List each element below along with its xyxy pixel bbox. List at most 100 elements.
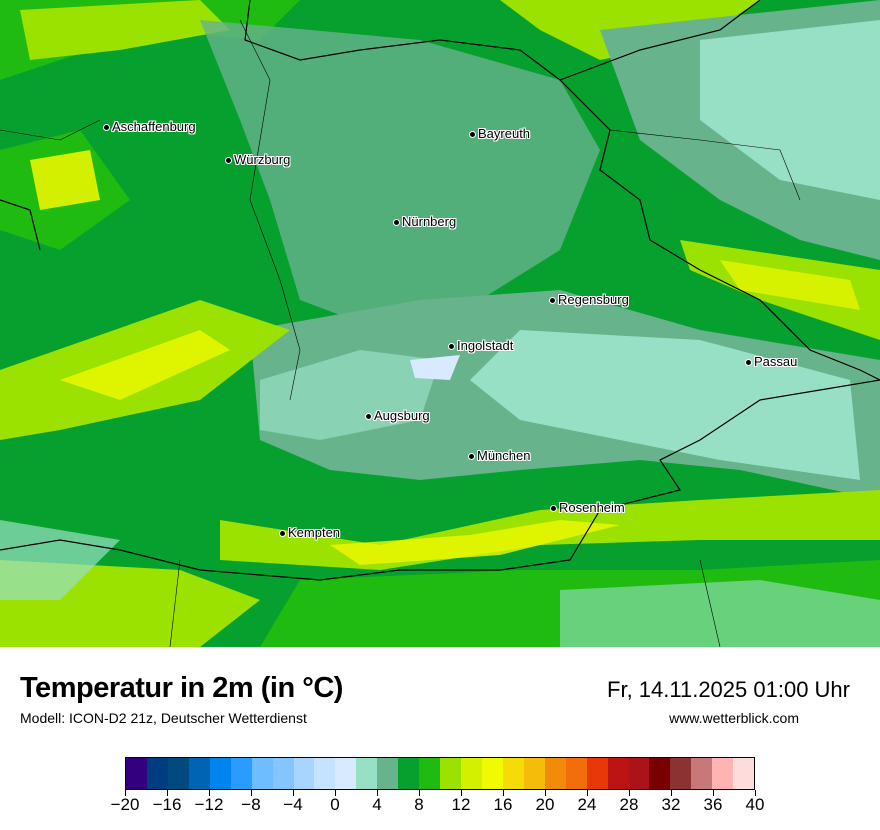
- city-name: Regensburg: [558, 292, 629, 307]
- city-label: Nürnberg: [393, 214, 456, 229]
- colorbar-tick: [755, 790, 756, 796]
- colorbar-tick-label: 8: [414, 795, 424, 814]
- colorbar-bin: [670, 758, 692, 789]
- colorbar-bin: [628, 758, 650, 789]
- colorbar-tick: [587, 790, 588, 796]
- colorbar-tick: [671, 790, 672, 796]
- colorbar: [125, 757, 755, 790]
- colorbar-bin: [293, 758, 315, 789]
- colorbar-bin: [209, 758, 231, 789]
- city-name: Aschaffenburg: [112, 119, 196, 134]
- colorbar-tick: [503, 790, 504, 796]
- colorbar-bin: [230, 758, 252, 789]
- colorbar-bin: [356, 758, 378, 789]
- city-name: Würzburg: [234, 152, 291, 167]
- city-marker-icon: [393, 219, 400, 227]
- colorbar-bin: [251, 758, 273, 789]
- colorbar-tick: [545, 790, 546, 796]
- colorbar-tick: [335, 790, 336, 796]
- city-label: Ingolstadt: [448, 338, 513, 353]
- colorbar-bin: [167, 758, 189, 789]
- city-label: Augsburg: [365, 408, 430, 423]
- city-marker-icon: [225, 157, 232, 165]
- colorbar-bin: [377, 758, 399, 789]
- city-marker-icon: [448, 343, 455, 351]
- city-marker-icon: [468, 453, 475, 461]
- city-name: Ingolstadt: [457, 338, 514, 353]
- colorbar-tick-label: 32: [661, 795, 681, 814]
- colorbar-bin: [523, 758, 545, 789]
- colorbar-bin: [712, 758, 734, 789]
- colorbar-tick: [629, 790, 630, 796]
- colorbar-bin: [586, 758, 608, 789]
- city-marker-icon: [550, 505, 557, 513]
- website-link: www.wetterblick.com: [669, 710, 799, 726]
- temperature-field: [0, 0, 880, 647]
- colorbar-tick-label: −8: [241, 795, 261, 814]
- city-marker-icon: [549, 297, 556, 305]
- colorbar-tick-label: 36: [703, 795, 723, 814]
- city-name: Passau: [754, 354, 798, 369]
- city-marker-icon: [469, 131, 476, 139]
- colorbar-ticks: −20 −16 −12 −8 −4 0 4 8 12 16 20 24 28 32 36 40: [111, 790, 764, 820]
- colorbar-bin: [733, 758, 755, 789]
- colorbar-bin: [398, 758, 420, 789]
- city-name: München: [477, 448, 531, 463]
- colorbar-tick: [293, 790, 294, 796]
- city-label: Regensburg: [549, 292, 629, 307]
- colorbar-tick: [167, 790, 168, 796]
- city-label: Würzburg: [225, 152, 290, 167]
- colorbar-bin: [440, 758, 461, 789]
- colorbar-bin: [188, 758, 210, 789]
- colorbar-bin: [461, 758, 482, 789]
- colorbar-tick-label: −12: [194, 795, 224, 814]
- colorbar-bin: [544, 758, 566, 789]
- city-label: Passau: [745, 354, 797, 369]
- colorbar-bin: [607, 758, 629, 789]
- colorbar-bin: [481, 758, 503, 789]
- model-source: Modell: ICON-D2 21z, Deutscher Wetterdie…: [20, 710, 307, 726]
- colorbar-tick: [713, 790, 714, 796]
- colorbar-bin: [649, 758, 671, 789]
- colorbar-tick-label: 24: [577, 795, 597, 814]
- colorbar-tick: [377, 790, 378, 796]
- colorbar-bin: [126, 758, 147, 789]
- colorbar-tick-label: 4: [372, 795, 382, 814]
- colorbar-tick-label: 28: [619, 795, 639, 814]
- colorbar-tick: [461, 790, 462, 796]
- colorbar-tick-label: −4: [283, 795, 303, 814]
- city-label: Kempten: [279, 525, 340, 540]
- temperature-map: Aschaffenburg Würzburg Bayreuth Nürnberg…: [0, 0, 880, 647]
- forecast-datetime: Fr, 14.11.2025 01:00 Uhr: [607, 677, 850, 702]
- colorbar-bin: [565, 758, 587, 789]
- colorbar-tick: [125, 790, 126, 796]
- colorbar-tick-label: 40: [745, 795, 765, 814]
- colorbar-tick-label: 0: [330, 795, 340, 814]
- city-label: München: [468, 448, 530, 463]
- colorbar-bin: [502, 758, 524, 789]
- city-name: Rosenheim: [559, 500, 625, 515]
- city-label: Aschaffenburg: [103, 119, 196, 134]
- city-name: Kempten: [288, 525, 341, 540]
- city-label: Rosenheim: [550, 500, 625, 515]
- city-marker-icon: [365, 413, 372, 421]
- colorbar-bin: [419, 758, 441, 789]
- city-name: Bayreuth: [478, 126, 531, 141]
- colorbar-tick-label: 12: [451, 795, 471, 814]
- colorbar-bin: [335, 758, 357, 789]
- city-name: Nürnberg: [402, 214, 457, 229]
- colorbar-bin: [272, 758, 294, 789]
- city-label: Bayreuth: [469, 126, 530, 141]
- colorbar-tick: [209, 790, 210, 796]
- colorbar-tick-label: −20: [110, 795, 140, 814]
- colorbar-bin: [314, 758, 336, 789]
- colorbar-tick-label: 20: [535, 795, 555, 814]
- colorbar-tick: [251, 790, 252, 796]
- colorbar-bin: [691, 758, 713, 789]
- colorbar-tick: [419, 790, 420, 796]
- city-marker-icon: [279, 530, 286, 538]
- city-marker-icon: [103, 124, 110, 132]
- city-marker-icon: [745, 359, 752, 367]
- map-title: Temperatur in 2m (in °C): [20, 672, 343, 704]
- colorbar-bin: [146, 758, 168, 789]
